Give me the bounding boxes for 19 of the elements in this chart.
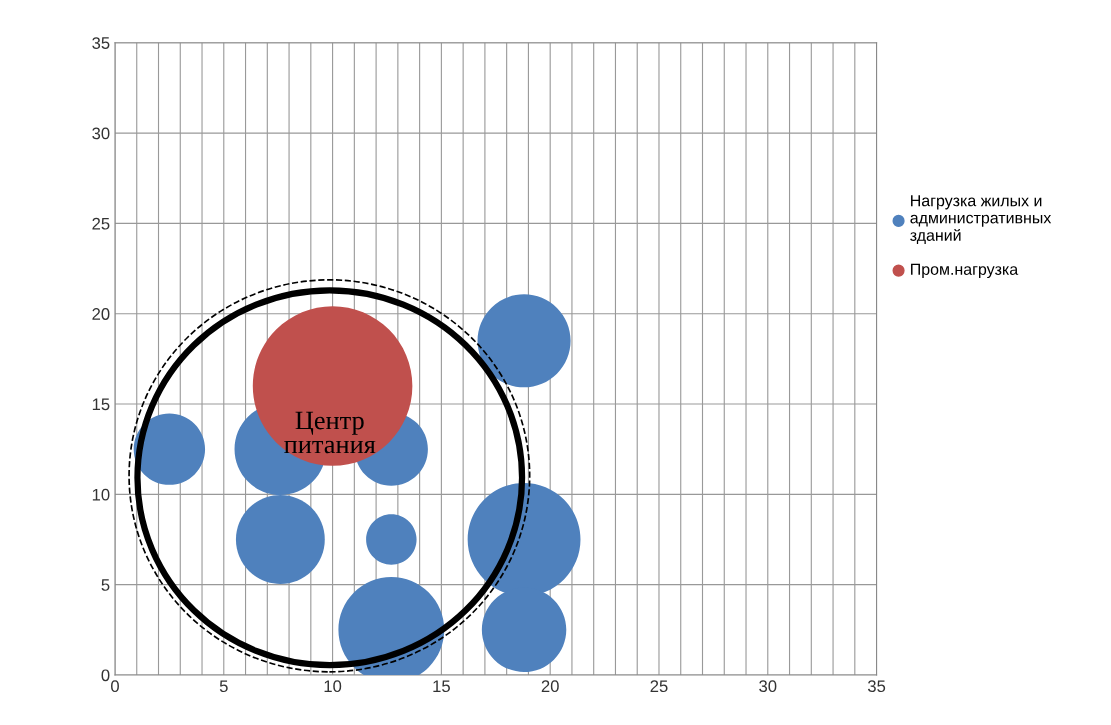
y-tick-label: 35 [92,37,110,49]
annotation: Центр питания [284,411,376,454]
y-tick-label: 20 [92,308,110,320]
y-tick-label: 30 [92,127,110,140]
y-tick-label: 25 [92,217,110,230]
x-tick-label: 10 [324,680,342,693]
x-tick-label: 30 [759,680,777,693]
x-tick-label: 25 [650,680,668,693]
y-tick-label: 10 [92,488,110,501]
legend-label: Нагрузка жилых и административных зданий [910,195,1052,244]
x-tick-label: 5 [219,680,228,693]
y-tick-label: 0 [101,669,110,682]
y-tick-label: 5 [101,579,110,591]
x-tick-label: 0 [111,680,119,693]
legend-label: Пром.нагрузка [911,263,1019,279]
x-tick-label: 35 [867,680,886,693]
y-tick-label: 15 [92,398,110,411]
x-tick-label: 15 [433,680,450,693]
x-tick-label: 20 [541,680,559,693]
